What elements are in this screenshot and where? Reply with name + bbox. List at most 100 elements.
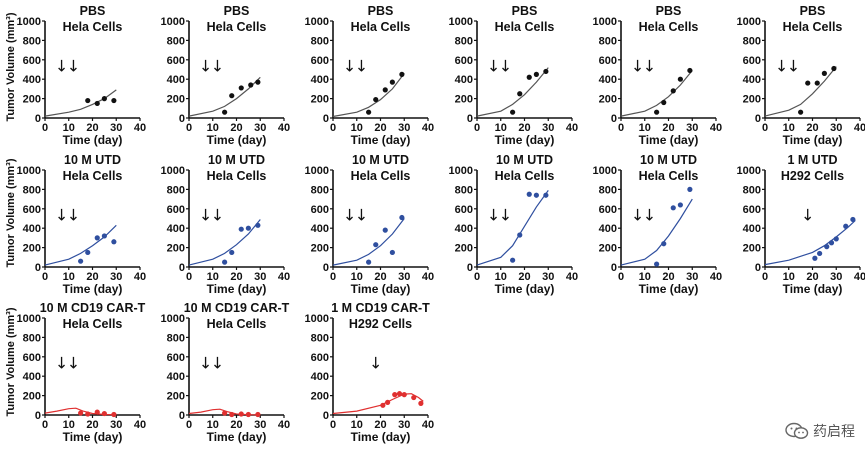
y-tick-label: 200 [311, 94, 329, 106]
panel-subtitle: H292 Cells [781, 169, 844, 183]
x-tick-label: 30 [254, 419, 266, 431]
panel-title: PBS [224, 4, 250, 18]
data-point [85, 97, 91, 104]
data-point [392, 392, 398, 398]
dose-arrow: ↓ [211, 56, 224, 75]
data-point [687, 67, 693, 74]
y-tick-label: 0 [323, 113, 329, 125]
x-tick-label: 30 [830, 122, 842, 134]
data-point [517, 232, 523, 238]
x-tick-label: 20 [662, 122, 674, 134]
x-tick-label: 20 [86, 122, 98, 134]
fit-curve [764, 219, 856, 266]
x-tick-label: 0 [186, 122, 192, 134]
dose-arrow: ↓ [499, 205, 512, 224]
x-tick-label: 30 [110, 271, 122, 283]
y-tick-label: 800 [311, 332, 329, 344]
panel-3: PBS Hela Cells 0 200 400 600 800 1000 0 10 20 30 40 T… [305, 4, 435, 147]
data-point [687, 186, 693, 192]
data-point [373, 242, 379, 248]
x-tick-label: 10 [351, 122, 363, 134]
y-tick-label: 200 [311, 391, 329, 403]
dose-arrow: ↓ [355, 56, 368, 75]
y-tick-label: 200 [167, 243, 185, 255]
data-point [670, 205, 676, 211]
y-tick-label: 1000 [449, 165, 473, 177]
panel-subtitle: Hela Cells [639, 169, 699, 183]
dose-arrow: ↓ [787, 56, 800, 75]
x-tick-label: 20 [374, 271, 386, 283]
y-tick-label: 0 [35, 262, 41, 274]
y-tick-label: 0 [35, 410, 41, 422]
data-point [94, 409, 100, 415]
y-tick-label: 1000 [593, 165, 617, 177]
panel-6: PBS Hela Cells 0 200 400 600 800 1000 0 10 20 30 40 T… [737, 4, 865, 147]
y-tick-label: 400 [311, 223, 329, 235]
x-tick-label: 0 [762, 271, 768, 283]
fit-curve [476, 67, 549, 117]
x-tick-label: 20 [230, 122, 242, 134]
x-tick-label: 0 [330, 419, 336, 431]
y-tick-label: 1000 [17, 313, 41, 325]
y-tick-label: 200 [167, 391, 185, 403]
y-tick-label: 1000 [305, 165, 329, 177]
y-tick-label: 0 [179, 262, 185, 274]
data-point [833, 236, 839, 242]
dose-arrow: ↓ [369, 353, 382, 372]
y-tick-label: 400 [743, 223, 761, 235]
y-tick-label: 800 [743, 35, 761, 47]
x-tick-label: 20 [518, 271, 530, 283]
y-tick-label: 800 [743, 184, 761, 196]
data-point [366, 259, 372, 265]
y-tick-label: 0 [467, 262, 473, 274]
panel-subtitle: Hela Cells [63, 20, 123, 34]
x-tick-label: 10 [495, 271, 507, 283]
x-tick-label: 10 [207, 419, 219, 431]
x-tick-label: 10 [207, 271, 219, 283]
x-tick-label: 0 [42, 122, 48, 134]
data-point [78, 258, 84, 264]
x-tick-label: 40 [134, 271, 146, 283]
x-tick-label: 20 [86, 419, 98, 431]
x-tick-label: 40 [422, 271, 434, 283]
y-tick-label: 400 [599, 223, 617, 235]
data-point [111, 97, 117, 104]
data-point [824, 244, 830, 250]
x-tick-label: 40 [566, 122, 578, 134]
data-point [238, 226, 244, 232]
y-tick-label: 1000 [161, 165, 185, 177]
data-point [821, 70, 827, 76]
x-axis-label: Time (day) [351, 282, 411, 296]
x-tick-label: 10 [783, 122, 795, 134]
y-tick-label: 600 [599, 55, 617, 67]
data-point [850, 216, 856, 223]
x-tick-label: 0 [186, 271, 192, 283]
x-tick-label: 0 [330, 271, 336, 283]
fit-curve [476, 190, 549, 266]
dose-arrow: ↓ [487, 205, 500, 224]
x-axis-label: Time (day) [63, 133, 123, 147]
y-tick-label: 200 [311, 243, 329, 255]
y-tick-label: 200 [455, 94, 473, 106]
panel-subtitle: Hela Cells [207, 317, 267, 331]
dose-arrow: ↓ [343, 205, 356, 224]
y-tick-label: 600 [311, 55, 329, 67]
y-tick-label: 1000 [17, 16, 41, 28]
x-axis-label: Time (day) [639, 282, 699, 296]
x-tick-label: 30 [542, 122, 554, 134]
dose-arrow: ↓ [775, 56, 788, 75]
data-point [677, 76, 683, 82]
x-tick-label: 30 [254, 271, 266, 283]
data-point [255, 411, 261, 418]
x-tick-label: 20 [230, 271, 242, 283]
dose-arrow: ↓ [55, 353, 68, 372]
x-tick-label: 20 [806, 122, 818, 134]
data-point [399, 214, 405, 221]
x-tick-label: 40 [566, 271, 578, 283]
x-tick-label: 0 [474, 122, 480, 134]
y-tick-label: 0 [35, 113, 41, 125]
x-tick-label: 40 [854, 271, 865, 283]
